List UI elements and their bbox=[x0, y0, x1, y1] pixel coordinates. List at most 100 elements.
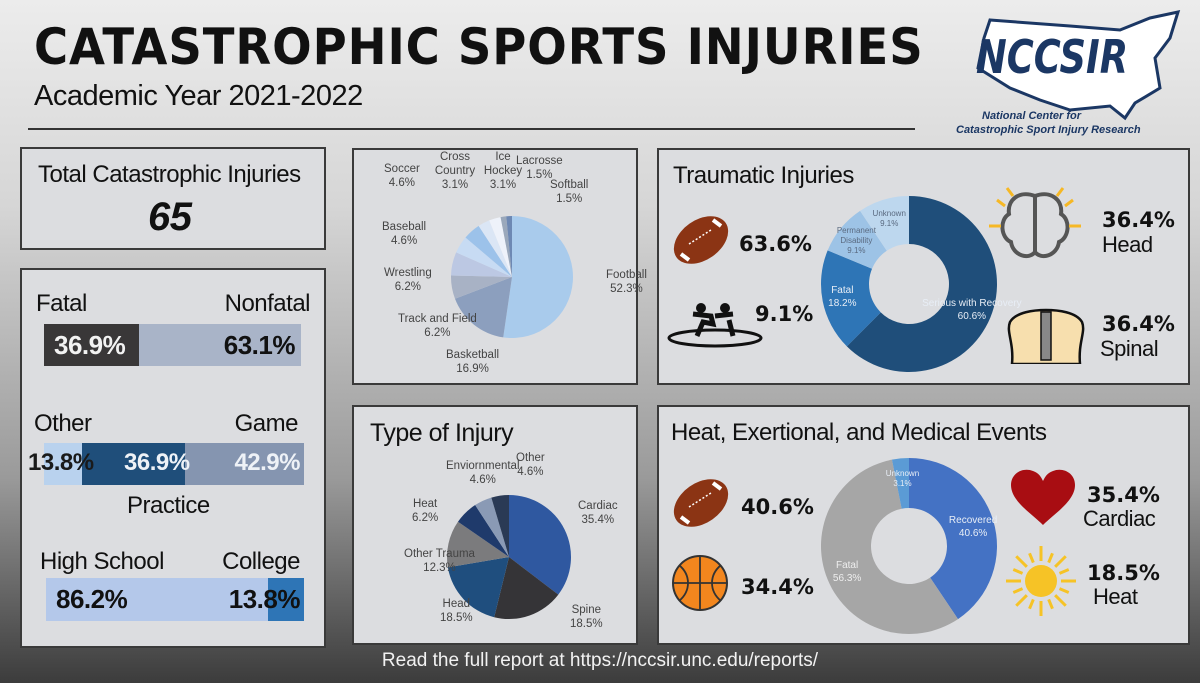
pie-slice-softball bbox=[506, 216, 512, 277]
nonfatal-bar-segment bbox=[138, 324, 301, 366]
traumatic-donut-chart bbox=[821, 196, 997, 372]
slice-label: Fatal 18.2% bbox=[828, 284, 856, 310]
traumatic-panel: Traumatic Injuries 63.6% 9.1% Serious wi… bbox=[657, 148, 1190, 385]
sun-ray bbox=[1028, 552, 1035, 564]
slice-label: Lacrosse 1.5% bbox=[516, 154, 563, 182]
college-value: 13.8% bbox=[228, 584, 301, 614]
us-map-icon bbox=[976, 9, 1181, 121]
slice-label-value: 1.5% bbox=[526, 169, 553, 181]
slice-label-name: Unknown bbox=[872, 208, 906, 218]
sun-ray bbox=[1015, 594, 1028, 607]
sun-ray bbox=[1028, 598, 1035, 610]
college-label: College bbox=[222, 548, 300, 575]
heart-icon bbox=[1011, 469, 1075, 525]
slice-label: Permanent Disability 9.1% bbox=[833, 226, 879, 256]
slice-label: Ice Hockey 3.1% bbox=[478, 150, 528, 192]
sun-ray bbox=[1012, 587, 1024, 594]
slice-label-value: 18.2% bbox=[828, 298, 857, 310]
slice-label-value: 56.3% bbox=[832, 572, 862, 584]
slice-label: Fatal 56.3% bbox=[833, 559, 861, 585]
slice-label-value: 9.1% bbox=[847, 245, 866, 255]
slice-label: Track and Field 6.2% bbox=[398, 312, 477, 340]
slice-label-value: 12.3% bbox=[423, 562, 456, 574]
slice-label-value: 3.1% bbox=[893, 479, 912, 489]
slice-label-name: Other bbox=[516, 452, 545, 464]
slice-label-value: 9.1% bbox=[880, 218, 899, 228]
slice-label-value: 1.5% bbox=[556, 193, 583, 205]
wrestling-icon bbox=[667, 303, 763, 348]
pie-slice-cardiac bbox=[509, 495, 571, 595]
total-value: 65 bbox=[148, 195, 192, 239]
slice-label-value: 4.6% bbox=[388, 177, 415, 189]
type-title: Type of Injury bbox=[370, 419, 514, 447]
sun-ray bbox=[1012, 568, 1024, 575]
logo-acronym: NCCSIR bbox=[976, 30, 1129, 84]
slice-label-name: Other Trauma bbox=[404, 548, 475, 560]
logo-line1: National Center for bbox=[982, 110, 1082, 122]
high-school-value: 86.2% bbox=[56, 584, 128, 614]
nonfatal-value: 63.1% bbox=[223, 330, 296, 360]
slice-label-value: 6.2% bbox=[412, 512, 439, 524]
game-bar-segment bbox=[184, 443, 304, 485]
slice-label-value: 3.1% bbox=[489, 179, 517, 191]
type-pie-panel: Type of Injury Cardiac 35.4% Spine 18.5% Hea… bbox=[352, 405, 638, 645]
sports-pie-panel: Football 52.3% Basketball 16.9% Track and Fi… bbox=[352, 148, 647, 385]
slice-label: Other 4.6% bbox=[516, 451, 545, 479]
sun-ray bbox=[1047, 598, 1054, 610]
pie-slice-track-and-field bbox=[451, 275, 512, 299]
slice-label-value: 18.5% bbox=[440, 612, 473, 624]
fatal-value: 36.9% bbox=[54, 330, 126, 360]
other-bar-segment bbox=[44, 443, 83, 485]
sun-icon bbox=[1006, 546, 1076, 616]
total-label: Total Catastrophic Injuries bbox=[38, 161, 301, 188]
pie-slice-wrestling bbox=[451, 252, 512, 277]
pie-slice-football bbox=[503, 216, 574, 338]
heat-panel: Heat, Exertional, and Medical Events 40.… bbox=[657, 405, 1190, 645]
setting-bar: 13.8% 36.9% 42.9% bbox=[28, 443, 304, 485]
traumatic-wrestling-value: 9.1% bbox=[755, 302, 814, 326]
slice-label: Soccer 4.6% bbox=[384, 162, 420, 190]
slice-label-name: Basketball bbox=[446, 349, 500, 361]
heat-basketball-value: 34.4% bbox=[741, 575, 814, 599]
slice-label: Enviornmental 4.6% bbox=[446, 459, 520, 487]
total-panel: Total Catastrophic Injuries 65 bbox=[20, 147, 326, 250]
slice-label-name: Track and Field bbox=[398, 313, 477, 325]
slice-label-name: Unknown bbox=[885, 469, 920, 479]
pie-slice-enviornmental bbox=[475, 497, 509, 557]
traumatic-football-value: 63.6% bbox=[739, 232, 812, 256]
slice-label-value: 4.6% bbox=[469, 474, 496, 486]
college-bar-segment bbox=[268, 578, 304, 621]
slice-label: Head 18.5% bbox=[440, 597, 473, 625]
football-icon bbox=[673, 216, 729, 264]
slice-label-name: Football bbox=[606, 269, 647, 281]
slice-label-name: Fatal bbox=[835, 559, 859, 571]
slice-label-name: Soccer bbox=[384, 163, 420, 175]
slice-label: Softball 1.5% bbox=[550, 178, 588, 206]
sun-ray bbox=[1054, 555, 1067, 568]
slice-label-name: Baseball bbox=[382, 221, 427, 233]
slice-label-value: 52.3% bbox=[610, 283, 643, 295]
game-value: 42.9% bbox=[234, 449, 300, 476]
cardiac-value: 35.4% bbox=[1087, 483, 1160, 507]
pie-slice-recovered bbox=[909, 458, 997, 620]
sun-ray bbox=[1047, 552, 1054, 564]
nccsir-logo: NCCSIR National Center for Catastrophic … bbox=[950, 8, 1190, 140]
pie-slice-baseball bbox=[456, 237, 512, 277]
heat-donut-chart bbox=[821, 458, 997, 634]
sun-ray bbox=[1054, 594, 1067, 607]
pie-slice-fatal bbox=[821, 250, 881, 347]
breakdown-panel: Fatal Nonfatal 36.9% 63.1% Other Game 13… bbox=[20, 268, 326, 648]
basketball-icon bbox=[672, 555, 728, 611]
slice-label: Other Trauma 12.3% bbox=[404, 547, 475, 575]
slice-label-value: 60.6% bbox=[957, 310, 987, 322]
slice-label: Wrestling 6.2% bbox=[384, 266, 432, 294]
fatal-label: Fatal bbox=[36, 290, 87, 317]
slice-label-name: Heat bbox=[412, 498, 438, 510]
footer-report-link[interactable]: Read the full report at https://nccsir.u… bbox=[381, 650, 819, 671]
page-title: CATASTROPHIC SPORTS INJURIES bbox=[34, 18, 924, 76]
slice-label: Unknown 9.1% bbox=[873, 209, 906, 229]
brain-icon bbox=[989, 187, 1081, 259]
other-value: 13.8% bbox=[28, 449, 94, 476]
heat-label: Heat bbox=[1093, 584, 1138, 609]
sun-ray bbox=[1015, 555, 1028, 568]
